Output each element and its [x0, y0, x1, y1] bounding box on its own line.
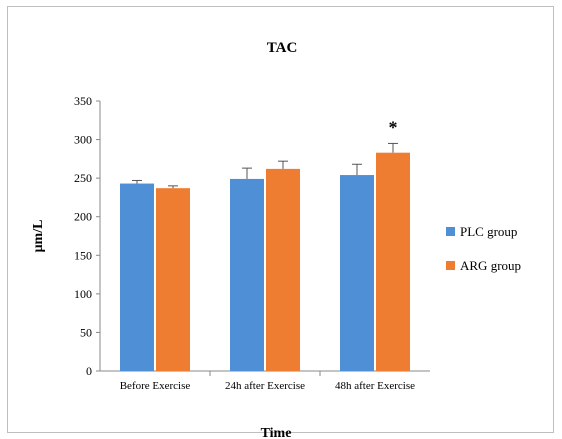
y-tick-label: 300 — [74, 133, 92, 147]
axes: 0 50 100 150 200 250 300 350 Before Exercise 24h … — [74, 94, 430, 392]
significance-marker: * — [389, 117, 398, 137]
legend-label-0: PLC group — [460, 224, 517, 239]
legend: PLC group ARG group — [446, 224, 521, 273]
legend-swatch-1 — [446, 261, 455, 270]
x-axis-label: Time — [261, 426, 292, 439]
bar-plc-2 — [340, 175, 374, 371]
chart-title: TAC — [267, 40, 298, 56]
y-tick-label: 150 — [74, 248, 92, 262]
legend-swatch-0 — [446, 227, 455, 236]
bar-arg-1 — [266, 168, 300, 371]
bar-plc-1 — [230, 178, 264, 371]
legend-label-1: ARG group — [460, 258, 521, 273]
bars: * — [120, 117, 410, 371]
x-tick-label: Before Exercise — [120, 380, 191, 392]
y-tick-label: 200 — [74, 210, 92, 224]
y-tick-label: 250 — [74, 171, 92, 185]
bar-arg-2 — [376, 152, 410, 371]
y-tick-label: 50 — [80, 325, 92, 339]
x-tick-label: 48h after Exercise — [335, 380, 415, 392]
x-tick-label: 24h after Exercise — [225, 380, 305, 392]
y-tick-label: 0 — [86, 364, 92, 378]
bar-plc-0 — [120, 183, 154, 371]
bar-arg-0 — [156, 188, 190, 371]
y-tick-label: 350 — [74, 94, 92, 108]
y-tick-label: 100 — [74, 287, 92, 301]
y-axis-label: μm/L — [31, 220, 46, 253]
